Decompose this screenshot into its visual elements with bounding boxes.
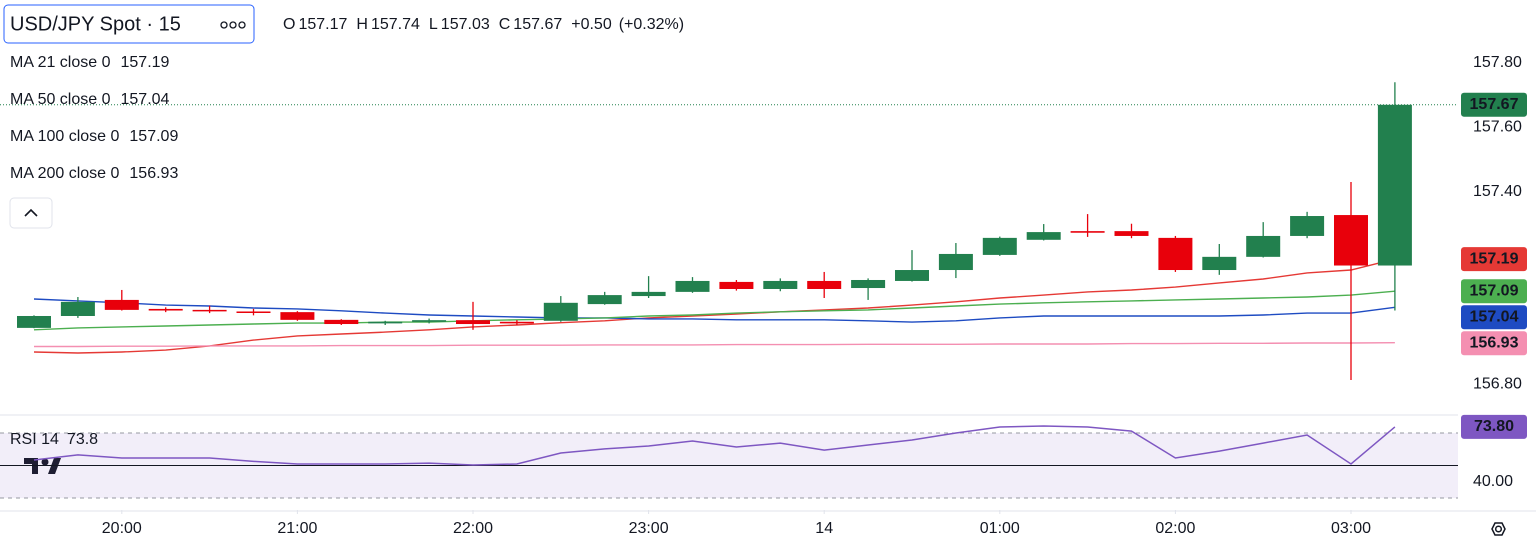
x-tick-label: 14 — [815, 520, 833, 537]
ohlc-letter: O — [283, 16, 295, 33]
rsi-tick-label: 40.00 — [1473, 473, 1513, 490]
x-tick-label: 23:00 — [629, 520, 669, 537]
legend-label: MA 200 close 0 — [10, 165, 120, 182]
candle-body — [587, 295, 622, 305]
rsi-tag — [1461, 414, 1527, 439]
legend-value: 157.19 — [121, 54, 170, 71]
ma-line — [33, 290, 1395, 331]
candle-body — [938, 253, 973, 271]
ma-line — [33, 298, 1395, 323]
candle-body — [895, 270, 929, 281]
price-tag — [1461, 305, 1527, 330]
candle-body — [1114, 231, 1149, 236]
candle-body — [17, 315, 51, 328]
y-tick-label: 157.60 — [1473, 119, 1522, 136]
candle-body — [324, 319, 359, 325]
y-tick-label: 157.80 — [1473, 54, 1522, 71]
x-tick-label: 03:00 — [1331, 520, 1371, 537]
legend-label: MA 21 close 0 — [10, 54, 111, 71]
candle-body — [543, 302, 578, 321]
price-tag — [1461, 331, 1527, 356]
ohlc-value: 157.17 — [298, 16, 347, 33]
rsi-value: 73.8 — [67, 431, 98, 448]
rsi-tag-label: 73.80 — [1474, 418, 1514, 435]
legend-value: 157.04 — [121, 91, 170, 108]
chart-title: USD/JPY Spot · 15 — [10, 13, 181, 35]
ma-line — [33, 258, 1396, 354]
candle-body — [456, 320, 490, 325]
x-tick-label: 02:00 — [1155, 520, 1195, 537]
candle-body — [236, 311, 271, 313]
x-tick-label: 20:00 — [102, 520, 142, 537]
price-tag-label: 157.67 — [1470, 96, 1519, 113]
rsi-line — [33, 425, 1396, 466]
candle-body — [851, 279, 886, 289]
candle-body — [982, 237, 1017, 255]
ohlc-value: 157.03 — [441, 16, 490, 33]
legend-value: 157.09 — [129, 128, 178, 145]
candle-body — [1246, 235, 1281, 257]
price-tag-label: 156.93 — [1470, 334, 1519, 351]
ohlc-value: 157.74 — [371, 16, 420, 33]
rsi-name: RSI 14 — [10, 431, 59, 448]
ohlc-letter: H — [356, 16, 368, 33]
ohlc-value: 157.67 — [513, 16, 562, 33]
candle-body — [104, 299, 139, 310]
candle-body — [368, 321, 403, 324]
legend-label: MA 100 close 0 — [10, 128, 120, 145]
legend-label: MA 50 close 0 — [10, 91, 111, 108]
candle-body — [1377, 104, 1412, 266]
y-tick-label: 156.80 — [1473, 376, 1522, 393]
price-tag — [1461, 92, 1527, 117]
y-tick-label: 157.40 — [1473, 183, 1522, 200]
change-pct: (+0.32%) — [619, 16, 684, 33]
legend-value: 156.93 — [129, 165, 178, 182]
ohlc-letter: L — [429, 16, 438, 33]
settings-icon[interactable] — [1491, 522, 1506, 536]
candle-body — [1158, 237, 1193, 271]
price-tag — [1461, 279, 1527, 304]
ohlc-letter: C — [499, 16, 511, 33]
candle-body — [1026, 232, 1061, 240]
x-tick-label: 21:00 — [277, 520, 317, 537]
symbol-box[interactable] — [3, 4, 255, 44]
candle-body — [60, 301, 95, 316]
candle-body — [763, 280, 798, 289]
candle-body — [412, 320, 447, 322]
more-icon[interactable] — [220, 21, 246, 29]
change: +0.50 — [571, 16, 612, 33]
collapse-icon — [24, 208, 38, 217]
candle-body — [675, 280, 710, 292]
candle-body — [719, 281, 754, 289]
candle-body — [1334, 215, 1368, 266]
candle-body — [148, 308, 183, 311]
candle-body — [631, 291, 666, 297]
candle-body — [1070, 231, 1105, 233]
candle-body — [807, 280, 842, 289]
x-tick-label: 01:00 — [980, 520, 1020, 537]
ma-line — [34, 342, 1395, 348]
candle-body — [499, 321, 534, 324]
price-tag-label: 157.04 — [1470, 308, 1519, 325]
price-tag — [1461, 247, 1527, 272]
candle-body — [280, 312, 315, 320]
candle-body — [192, 309, 227, 312]
collapse-button[interactable] — [9, 197, 53, 229]
candle-body — [1202, 256, 1237, 271]
x-tick-label: 22:00 — [453, 520, 493, 537]
price-tag-label: 157.09 — [1470, 282, 1519, 299]
price-tag-label: 157.19 — [1470, 250, 1519, 267]
candle-body — [1290, 216, 1325, 236]
